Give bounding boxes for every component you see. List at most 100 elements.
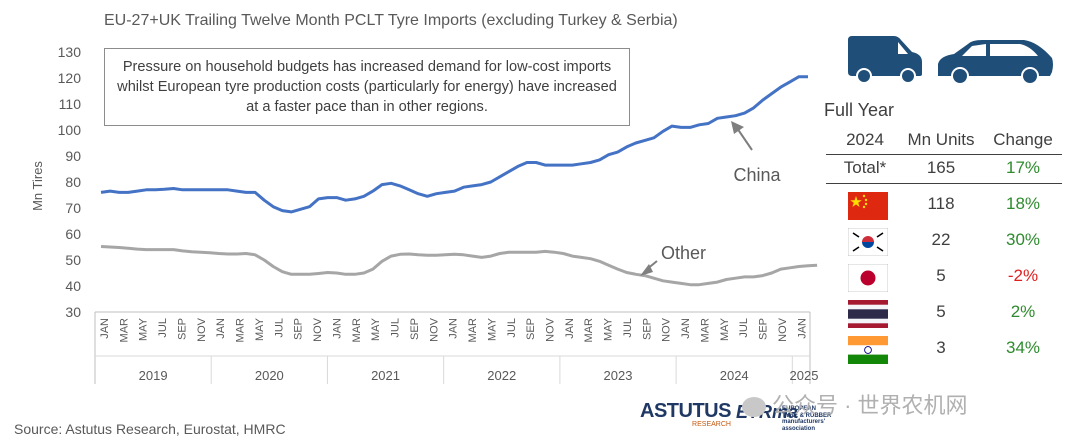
table-rule-top [826,154,1062,155]
row-units: 5 [936,266,946,285]
y-tick-label: 100 [58,122,82,138]
month-tick-label: JUL [738,318,750,338]
year-label: 2019 [139,368,168,383]
year-label: 2025 [790,368,819,383]
month-tick-label: MAY [370,317,382,341]
van-icon [846,34,926,89]
y-tick-label: 50 [65,252,81,268]
row-units: 22 [931,230,951,249]
y-tick-label: 70 [65,200,81,216]
etrma-sub-3: manufacturers' [782,419,826,425]
row-units: 118 [927,194,955,213]
month-tick-label: MAY [254,317,266,341]
month-tick-label: MAR [235,318,247,343]
month-tick-label: JAN [680,318,692,339]
watermark: 公众号 · 世界农机网 [742,388,968,420]
china-series-label: China [733,165,781,185]
row-change: 2% [1010,302,1036,321]
year-label: 2020 [255,368,284,383]
row-change: -2% [1007,266,1039,285]
month-tick-label: SEP [758,318,770,340]
month-tick-label: SEP [176,318,188,340]
header-year: 2024 [846,130,884,149]
month-tick-label: JAN [448,318,460,339]
etrma-sub-2: TYRE & RUBBER [782,412,832,419]
month-tick-label: MAY [138,317,150,341]
year-label: 2022 [487,368,516,383]
series-line-china [100,75,808,214]
row-units: 3 [936,338,946,357]
y-axis-label: Mn Tires [30,161,45,211]
month-tick-label: JUL [622,318,634,338]
south-korea-flag [847,227,889,257]
month-tick-label: JUL [273,318,285,338]
astutus-logo-sub: RESEARCH [692,421,731,428]
watermark-text: 公众号 · 世界农机网 [772,393,968,418]
etrma-sub-4: association [782,425,816,432]
month-tick-label: MAY [486,317,498,341]
month-tick-label: MAY [719,317,731,341]
table-row: 5 2% [820,298,1066,328]
chart-title: EU-27+UK Trailing Twelve Month PCLT Tyre… [104,12,678,29]
year-label: 2021 [371,368,400,383]
month-tick-label: JAN [99,318,111,339]
month-tick-label: NOV [545,317,557,342]
month-tick-label: SEP [409,318,421,340]
month-tick-label: NOV [777,317,789,342]
table-heading: Full Year [824,100,895,120]
total-label: Total* [843,158,887,177]
month-tick-label: JAN [215,318,227,339]
japan-flag [847,263,889,293]
month-tick-label: NOV [661,317,673,342]
month-tick-label: JUL [157,318,169,338]
month-tick-label: SEP [293,318,305,340]
y-tick-label: 130 [58,44,82,60]
etrma-sub-1: EUROPEAN [782,406,817,412]
month-tick-label: MAR [351,318,363,343]
astutus-logo: ASTUTUS RESEARCH [640,400,731,428]
car-icon [934,38,1056,91]
row-change: 18% [1005,194,1041,213]
y-tick-label: 40 [65,278,81,294]
y-tick-label: 80 [65,174,81,190]
y-tick-label: 60 [65,226,81,242]
month-tick-label: SEP [641,318,653,340]
india-flag [848,336,888,364]
month-tick-label: NOV [312,317,324,342]
other-arrow-head [640,264,653,276]
month-tick-label: NOV [196,317,208,342]
month-tick-label: SEP [525,318,537,340]
table-header-row: 2024 Mn Units Change [820,126,1066,156]
row-change: 34% [1005,338,1041,357]
month-tick-label: MAR [699,318,711,343]
other-series-label: Other [661,243,706,263]
china-arrow-head [731,121,744,134]
y-tick-label: 30 [65,304,81,320]
month-tick-label: JAN [331,318,343,339]
etrma-logo-caption: EUROPEAN TYRE & RUBBER manufacturers' as… [782,406,831,432]
series-line-other [100,245,818,287]
month-tick-label: MAR [118,318,130,343]
year-label: 2024 [720,368,749,383]
table-rule-bottom [826,183,1062,184]
header-units: Mn Units [907,130,975,149]
row-units: 5 [936,302,946,321]
thailand-flag [848,300,888,328]
y-tick-label: 90 [65,148,81,164]
callout-box: Pressure on household budgets has increa… [104,48,630,126]
month-tick-label: JUL [390,318,402,338]
wechat-icon [742,397,766,418]
source-note: Source: Astutus Research, Eurostat, HMRC [14,421,286,437]
year-label: 2023 [604,368,633,383]
month-tick-label: JUL [506,318,518,338]
row-change: 30% [1005,230,1041,249]
month-tick-label: JAN [564,318,576,339]
table-row: 3 34% [820,334,1066,364]
china-arrow-line [736,127,753,151]
month-tick-label: JAN [796,318,808,339]
table-row: 22 30% [820,226,1066,257]
astutus-logo-text: ASTUTUS [640,400,731,422]
month-tick-label: MAR [583,318,595,343]
y-tick-label: 110 [59,96,82,112]
